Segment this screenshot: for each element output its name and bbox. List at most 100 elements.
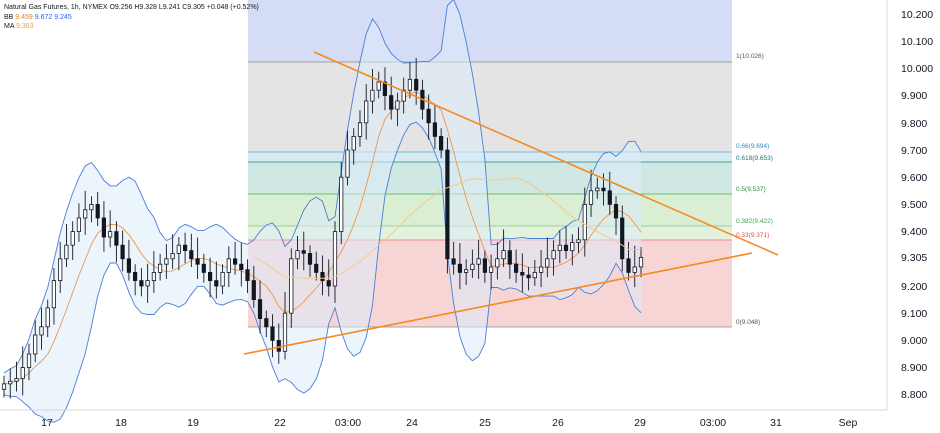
candle-body <box>576 239 581 243</box>
candle-body <box>64 244 69 260</box>
candle-body <box>120 244 125 260</box>
candle-body <box>182 244 188 251</box>
bb-upper-band <box>3 0 642 374</box>
candle-body <box>108 231 113 238</box>
candle-body <box>370 89 375 102</box>
candle-body <box>76 217 81 233</box>
candle-body <box>382 81 388 97</box>
candle-body <box>426 108 431 124</box>
candle-body <box>626 258 631 273</box>
x-tick-label: 24 <box>406 417 418 429</box>
candle-body <box>114 231 119 246</box>
candle-body <box>351 135 356 151</box>
candle-body <box>14 378 19 382</box>
y-tick-label: 8.900 <box>901 362 927 374</box>
price-axis[interactable]: 10.200 10.100 10.000 9.900 9.800 9.700 9.600 9.… <box>901 9 933 401</box>
candle-body <box>145 280 150 287</box>
candle-body <box>139 280 144 287</box>
candle-body <box>339 176 344 232</box>
y-tick-label: 9.200 <box>901 281 927 293</box>
x-tick-label: 26 <box>552 417 564 429</box>
candle-body <box>307 252 313 265</box>
candle-body <box>320 271 325 281</box>
candle-body <box>239 263 244 271</box>
x-tick-label: 18 <box>115 417 127 429</box>
candle-body <box>595 187 600 192</box>
candle-body <box>20 367 25 379</box>
candle-body <box>607 190 612 205</box>
candle-body <box>495 258 500 268</box>
candle-body <box>445 149 450 260</box>
candle-body <box>132 271 138 281</box>
candle-body <box>395 100 400 110</box>
candle-body <box>170 252 175 260</box>
chart-legend: Natural Gas Futures, 1h, NYMEX O9.256 H9… <box>4 3 259 32</box>
y-tick-label: 10.100 <box>901 36 933 48</box>
candle-body <box>226 258 231 273</box>
candle-body <box>345 149 350 178</box>
candle-body <box>582 203 587 241</box>
candle-body <box>8 380 13 385</box>
fib-level-label: 0.5(9.537) <box>736 186 766 193</box>
legend-bb-upper: 9.672 <box>34 13 53 21</box>
current-price-label: 9.305 <box>901 252 927 264</box>
candle-body <box>101 217 106 238</box>
y-tick-label: 9.500 <box>901 199 927 211</box>
trendline-lower[interactable] <box>243 252 753 355</box>
candle-body <box>470 263 475 271</box>
x-tick-label: 29 <box>634 417 646 429</box>
candle-body <box>389 95 394 110</box>
candle-body <box>51 280 57 309</box>
time-axis[interactable]: 17 18 19 22 03:00 24 25 26 29 03:00 31 Sep <box>41 417 857 429</box>
candle-body <box>45 307 50 328</box>
candle-body <box>620 217 625 260</box>
x-tick-label: 22 <box>274 417 286 429</box>
candle-body <box>526 274 531 279</box>
trendline-upper[interactable] <box>313 51 779 256</box>
legend-bb-label: BB <box>4 13 14 21</box>
y-tick-label: 9.700 <box>901 145 927 157</box>
candle-body <box>376 81 381 91</box>
candle-body <box>332 231 338 287</box>
candle-body <box>451 258 456 265</box>
legend-header: Natural Gas Futures, 1h, NYMEX <box>4 4 108 11</box>
y-tick-label: 9.800 <box>901 118 927 130</box>
fib-level-label: 1(10.026) <box>736 53 764 60</box>
bb-fill <box>4 0 641 423</box>
candle-body <box>39 326 44 336</box>
candle-body <box>232 258 238 265</box>
candle-body <box>507 250 512 265</box>
candle-body <box>251 280 256 301</box>
candle-body <box>414 78 419 91</box>
fib-zone-top <box>248 0 732 62</box>
candle-body <box>1 383 7 390</box>
candle-body <box>613 203 619 219</box>
y-tick-label: 9.000 <box>901 335 927 347</box>
legend-ma-value: 9.363 <box>16 23 34 30</box>
candle-body <box>432 122 438 137</box>
legend-ohlc: O9.256 H9.328 L9.241 C9.305 +0.048 (+0.5… <box>109 4 259 11</box>
candle-body <box>264 318 269 328</box>
fib-zone-066-0618 <box>248 152 732 162</box>
candle-body <box>632 266 637 273</box>
candle-body <box>189 250 194 260</box>
candle-body <box>532 271 537 279</box>
candle-body <box>83 209 88 219</box>
x-tick-label: 19 <box>187 417 199 429</box>
y-tick-label: 10.200 <box>901 9 933 21</box>
candle-body <box>207 271 213 281</box>
candle-body <box>89 203 94 211</box>
fib-level-label: 0.382(9.422) <box>736 218 773 225</box>
legend-header-row: Natural Gas Futures, 1h, NYMEX O9.256 H9… <box>4 3 259 13</box>
candles <box>1 58 644 399</box>
x-tick-label: 03:00 <box>335 417 361 429</box>
candle-body <box>551 250 556 260</box>
candle-body <box>214 280 219 287</box>
candle-body <box>563 244 569 251</box>
candle-body <box>314 263 319 273</box>
fib-zone-1-066 <box>248 62 732 152</box>
candle-body <box>26 353 32 369</box>
fib-level-label: 0.33(9.371) <box>736 232 769 239</box>
candle-body <box>514 263 519 273</box>
